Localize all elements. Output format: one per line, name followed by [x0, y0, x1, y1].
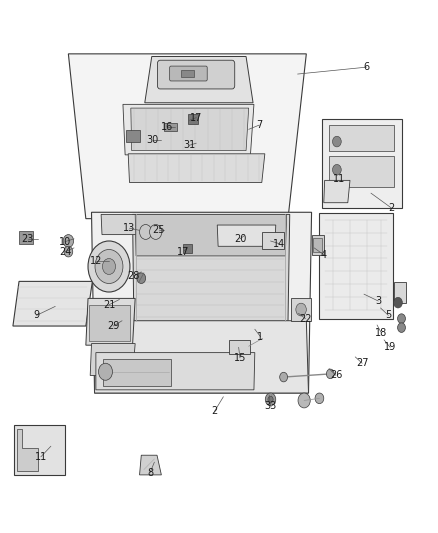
Polygon shape [291, 298, 311, 321]
Text: 29: 29 [107, 321, 120, 331]
Text: 20: 20 [234, 234, 246, 244]
Polygon shape [95, 321, 308, 393]
Text: 11: 11 [35, 452, 47, 462]
FancyBboxPatch shape [164, 124, 177, 131]
Polygon shape [131, 108, 249, 151]
Text: 9: 9 [33, 310, 39, 320]
FancyBboxPatch shape [329, 156, 394, 187]
Polygon shape [140, 455, 161, 475]
Text: 19: 19 [384, 342, 396, 352]
Polygon shape [321, 119, 403, 208]
Circle shape [150, 224, 162, 239]
Text: 13: 13 [124, 223, 136, 233]
Text: 7: 7 [256, 120, 262, 130]
Circle shape [298, 393, 310, 408]
FancyBboxPatch shape [329, 125, 394, 151]
Text: 5: 5 [385, 310, 392, 320]
Text: 12: 12 [90, 256, 102, 266]
Text: 31: 31 [183, 140, 195, 150]
Polygon shape [101, 214, 163, 235]
Text: 26: 26 [330, 370, 342, 381]
Text: 30: 30 [146, 135, 159, 145]
Text: 17: 17 [177, 247, 189, 256]
Text: 14: 14 [273, 239, 286, 248]
Circle shape [394, 297, 403, 308]
Polygon shape [262, 232, 284, 249]
Circle shape [88, 241, 130, 292]
Polygon shape [17, 429, 38, 471]
Circle shape [315, 393, 324, 403]
FancyBboxPatch shape [188, 115, 198, 124]
Polygon shape [133, 214, 290, 322]
Polygon shape [135, 214, 287, 256]
FancyBboxPatch shape [170, 66, 207, 81]
Circle shape [95, 249, 123, 284]
Circle shape [265, 393, 276, 406]
Polygon shape [324, 180, 350, 203]
FancyBboxPatch shape [127, 130, 140, 142]
Text: 3: 3 [375, 296, 381, 306]
FancyBboxPatch shape [183, 244, 192, 253]
Circle shape [99, 364, 113, 380]
Text: 8: 8 [147, 468, 153, 478]
FancyBboxPatch shape [157, 60, 235, 89]
Polygon shape [217, 225, 276, 246]
Polygon shape [145, 56, 253, 103]
Circle shape [398, 323, 406, 333]
Polygon shape [92, 212, 311, 393]
Text: 11: 11 [333, 174, 345, 184]
Text: 15: 15 [234, 353, 246, 363]
Text: 1: 1 [258, 332, 264, 342]
Text: 10: 10 [59, 237, 71, 247]
Polygon shape [86, 298, 135, 345]
Text: 2: 2 [212, 406, 218, 416]
Circle shape [326, 369, 334, 378]
Polygon shape [14, 425, 65, 475]
FancyBboxPatch shape [181, 70, 194, 77]
Polygon shape [128, 154, 265, 182]
Circle shape [332, 136, 341, 147]
Circle shape [398, 314, 406, 324]
FancyBboxPatch shape [313, 238, 322, 252]
Circle shape [64, 246, 73, 257]
Text: 17: 17 [190, 112, 202, 123]
Polygon shape [90, 344, 135, 375]
Circle shape [332, 165, 341, 175]
Polygon shape [123, 104, 254, 155]
Circle shape [296, 303, 306, 316]
Circle shape [137, 273, 146, 284]
Polygon shape [229, 340, 251, 354]
Polygon shape [311, 235, 324, 255]
Polygon shape [68, 54, 306, 219]
Text: 23: 23 [21, 234, 34, 244]
Circle shape [63, 235, 74, 247]
Text: 21: 21 [103, 300, 115, 310]
Text: 28: 28 [127, 271, 140, 281]
Text: 2: 2 [389, 203, 395, 213]
Polygon shape [319, 213, 393, 319]
Text: 4: 4 [321, 250, 327, 260]
Text: 22: 22 [299, 313, 312, 324]
FancyBboxPatch shape [394, 282, 406, 303]
FancyBboxPatch shape [103, 359, 171, 385]
Polygon shape [96, 353, 255, 390]
Text: 18: 18 [375, 328, 388, 338]
Text: 24: 24 [59, 247, 71, 256]
Circle shape [268, 396, 273, 402]
Circle shape [280, 372, 288, 382]
Text: 33: 33 [265, 401, 277, 411]
Text: 6: 6 [364, 62, 370, 72]
Text: 16: 16 [161, 122, 173, 132]
Polygon shape [13, 281, 92, 326]
Text: 27: 27 [356, 358, 368, 368]
Circle shape [102, 259, 116, 274]
Text: 25: 25 [152, 225, 165, 236]
FancyBboxPatch shape [89, 305, 131, 341]
FancyBboxPatch shape [19, 231, 33, 244]
Circle shape [140, 224, 152, 239]
